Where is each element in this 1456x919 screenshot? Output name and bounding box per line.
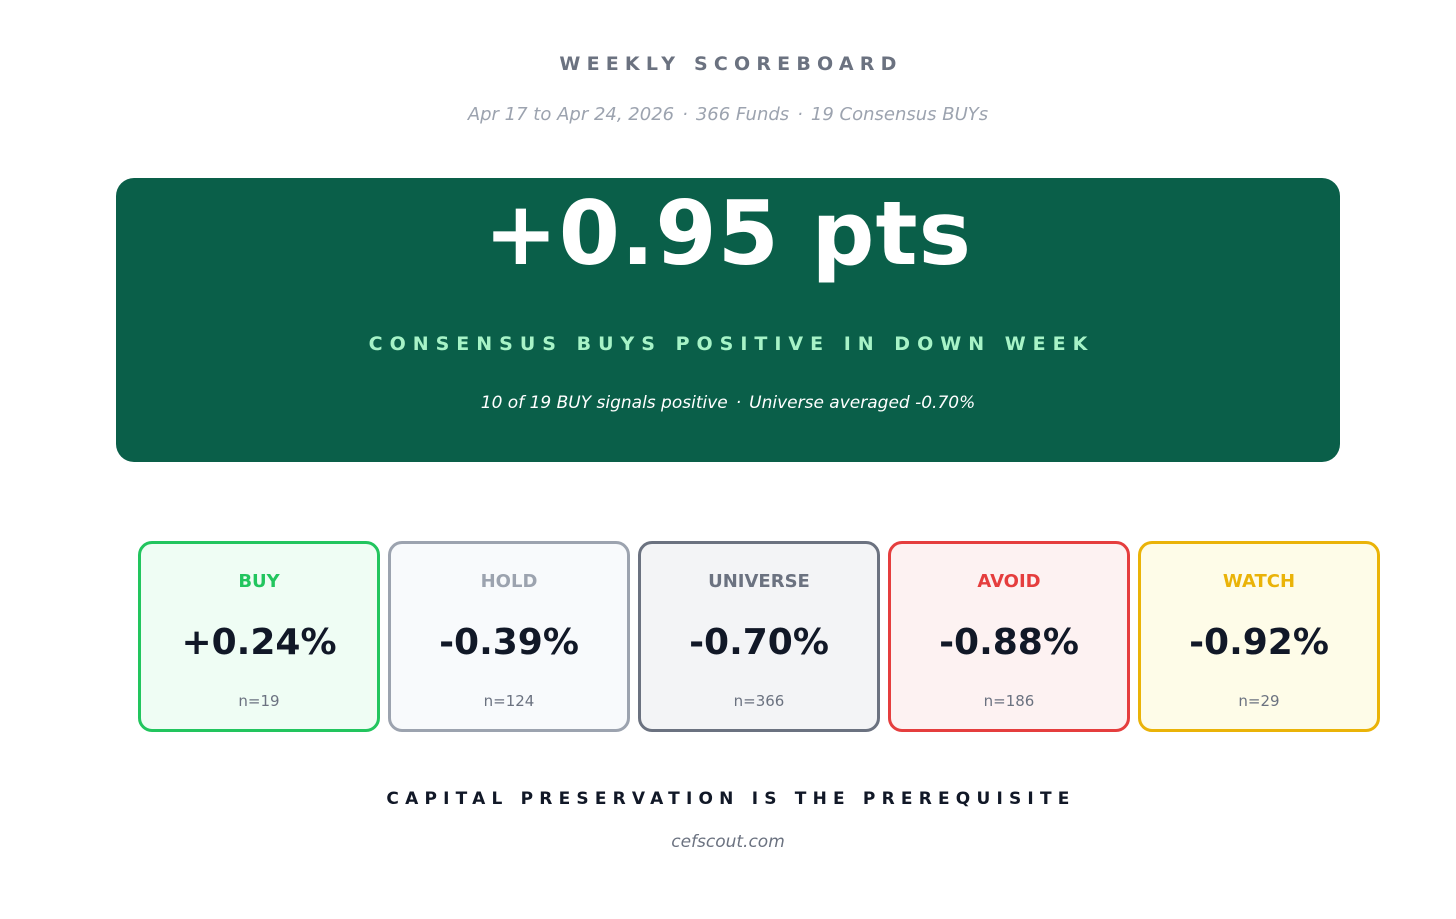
- card-label: HOLD: [480, 571, 538, 592]
- card-value: -0.39%: [439, 622, 579, 663]
- page-title: WEEKLY SCOREBOARD: [559, 53, 903, 75]
- card-watch: WATCH -0.92% n=29: [1138, 541, 1380, 732]
- buy-signal-summary: 10 of 19 BUY signals positive: [480, 393, 728, 413]
- card-value: +0.24%: [181, 622, 337, 663]
- card-label: WATCH: [1222, 571, 1296, 592]
- card-buy: BUY +0.24% n=19: [138, 541, 380, 732]
- card-hold: HOLD -0.39% n=124: [388, 541, 630, 732]
- card-count: n=29: [1238, 692, 1280, 710]
- card-value: -0.92%: [1189, 622, 1329, 663]
- footer-tagline: CAPITAL PRESERVATION IS THE PREREQUISITE: [386, 789, 1076, 809]
- card-count: n=186: [983, 692, 1035, 710]
- fund-count: 366 Funds: [695, 104, 790, 125]
- card-avoid: AVOID -0.88% n=186: [888, 541, 1130, 732]
- card-universe: UNIVERSE -0.70% n=366: [638, 541, 880, 732]
- page-subtitle: Apr 17 to Apr 24, 2026 · 366 Funds · 19 Cons…: [0, 104, 1456, 125]
- card-count: n=124: [483, 692, 535, 710]
- hero-note-separator: ·: [735, 393, 742, 413]
- card-label: AVOID: [977, 571, 1041, 592]
- card-value: -0.70%: [689, 622, 829, 663]
- card-count: n=19: [238, 692, 280, 710]
- hero-label: CONSENSUS BUYS POSITIVE IN DOWN WEEK: [368, 333, 1095, 355]
- date-range: Apr 17 to Apr 24, 2026: [467, 104, 675, 125]
- card-label: UNIVERSE: [708, 571, 810, 592]
- hero-note: 10 of 19 BUY signals positive · Universe a…: [0, 393, 1456, 413]
- footer-site: cefscout.com: [671, 832, 785, 852]
- consensus-count: 19 Consensus BUYs: [810, 104, 989, 125]
- card-label: BUY: [238, 571, 280, 592]
- card-count: n=366: [733, 692, 785, 710]
- subtitle-separator: ·: [797, 104, 803, 125]
- hero-panel: [116, 178, 1340, 462]
- hero-value: +0.95 pts: [484, 182, 972, 285]
- universe-average: Universe averaged -0.70%: [749, 393, 976, 413]
- card-value: -0.88%: [939, 622, 1079, 663]
- subtitle-separator: ·: [682, 104, 688, 125]
